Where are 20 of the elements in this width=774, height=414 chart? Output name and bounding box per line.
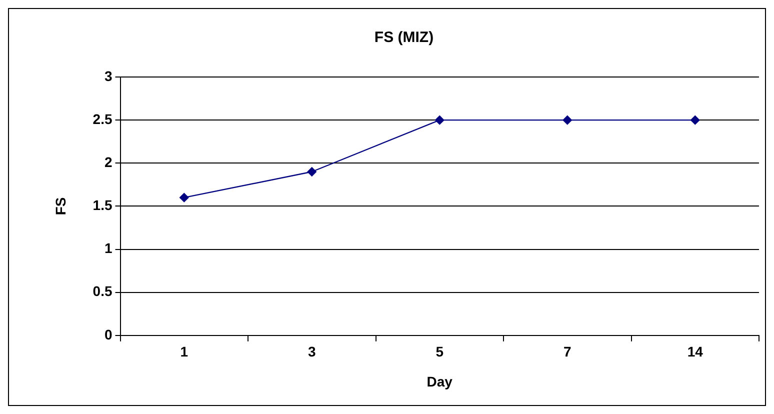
- y-tick-label: 1: [104, 240, 112, 256]
- x-tick-label: 7: [563, 344, 572, 360]
- x-tick-label: 14: [687, 344, 704, 360]
- point: [690, 115, 700, 125]
- x-tick-label: 1: [180, 344, 188, 360]
- y-tick-label: 1.5: [92, 197, 112, 214]
- point: [307, 167, 316, 176]
- x-tick-label: 5: [436, 344, 444, 360]
- chart-title: FS (MIZ): [374, 29, 434, 46]
- point: [435, 115, 444, 125]
- y-tick-label: 2.5: [92, 110, 112, 127]
- point: [180, 192, 189, 202]
- y-tick-label: 0.5: [92, 283, 112, 300]
- point: [562, 115, 572, 125]
- x-tick-label: 3: [308, 344, 316, 360]
- y-tick-label: 3: [104, 68, 112, 84]
- y-axis-title: FS: [52, 197, 68, 216]
- y-tick-label: 0: [104, 326, 112, 342]
- y-tick-label: 2: [104, 154, 112, 170]
- x-axis-title: Day: [426, 373, 453, 390]
